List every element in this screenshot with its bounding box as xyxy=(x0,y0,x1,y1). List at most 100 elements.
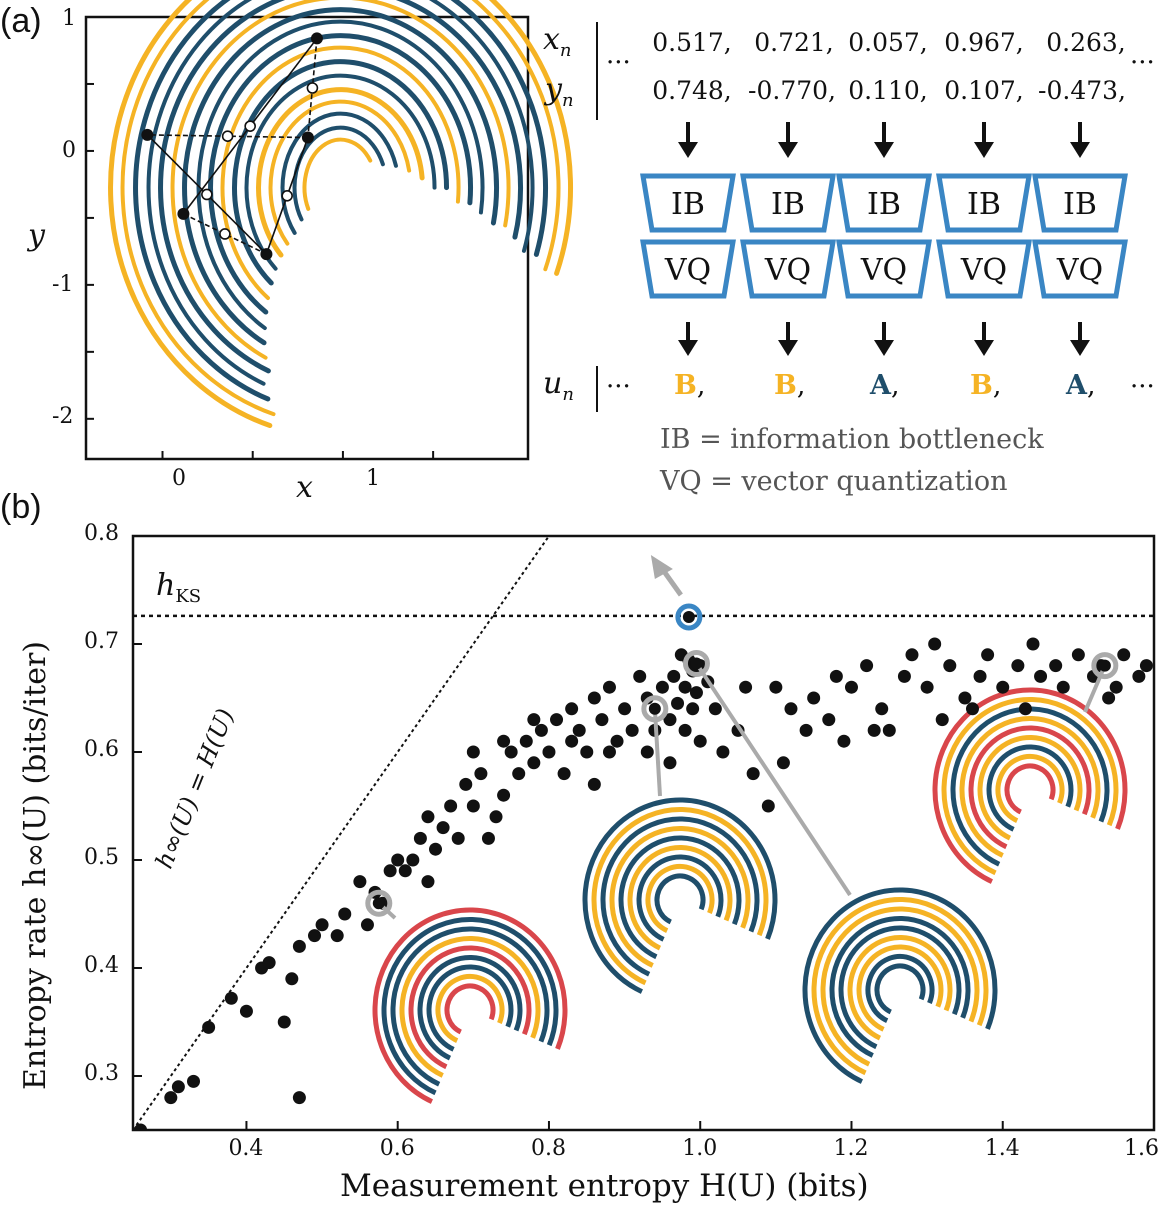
attractor-band xyxy=(133,0,548,402)
data-point xyxy=(682,653,696,667)
partition-inset-band xyxy=(654,873,706,925)
symbol-0: B, xyxy=(674,370,705,401)
symbol-letter: A xyxy=(1066,370,1087,401)
attractor-band xyxy=(120,0,561,417)
orbit-arrow-marker xyxy=(281,190,293,202)
partition-inset-band xyxy=(609,826,751,968)
seq-ellipsis-left: ··· xyxy=(606,48,631,78)
data-point xyxy=(383,864,397,878)
data-point xyxy=(421,810,435,824)
symbol-letter: A xyxy=(870,370,891,401)
data-point xyxy=(1094,659,1108,673)
data-point xyxy=(171,1080,185,1094)
data-point xyxy=(534,723,548,737)
data-point xyxy=(602,745,616,759)
seq-y-3: 0.107, xyxy=(944,76,1024,105)
data-point xyxy=(799,723,813,737)
orbit-point xyxy=(260,248,273,261)
data-point xyxy=(587,777,601,791)
seq-ellipsis-right: ··· xyxy=(1130,48,1155,78)
data-point xyxy=(1071,648,1085,662)
orbit-segment xyxy=(307,38,318,138)
data-point xyxy=(1109,680,1123,694)
partition-inset-band xyxy=(618,835,742,960)
data-point xyxy=(667,669,681,683)
highlight-arrow-head xyxy=(650,555,673,579)
data-point xyxy=(368,885,382,899)
attractor-band xyxy=(280,111,398,235)
symbol-4: A, xyxy=(1066,370,1096,401)
ib-block xyxy=(740,173,836,233)
attractor-ticks xyxy=(86,16,435,459)
partition-inset-band xyxy=(444,983,496,1035)
seq-y-2: 0.110, xyxy=(848,76,928,105)
vq-block-label: VQ xyxy=(764,253,811,288)
annotated-point xyxy=(372,897,385,910)
partition-inset-band xyxy=(874,963,926,1015)
highlight-point-ring xyxy=(675,603,703,631)
vq-block-label: VQ xyxy=(960,253,1007,288)
partition-inset-band xyxy=(856,944,944,1032)
data-point xyxy=(1086,669,1100,683)
data-point xyxy=(776,756,790,770)
data-point xyxy=(489,810,503,824)
partition-inset-band xyxy=(941,697,1119,876)
ib-block xyxy=(640,173,736,233)
data-point xyxy=(897,669,911,683)
data-point xyxy=(466,745,480,759)
data-point xyxy=(761,799,775,813)
attractor-band xyxy=(146,0,535,386)
data-point xyxy=(973,669,987,683)
attractor-band xyxy=(268,99,412,246)
data-point xyxy=(739,680,753,694)
attractor-band xyxy=(220,45,461,301)
partition-inset-band xyxy=(390,926,550,1087)
chart-frame xyxy=(131,534,1156,1132)
data-point xyxy=(595,713,609,727)
attractor-ytick-0: 0 xyxy=(62,138,76,163)
x-tick-label: 1.4 xyxy=(984,1136,1020,1161)
orbit-arrow-marker xyxy=(244,120,256,132)
data-point xyxy=(671,696,685,710)
data-point xyxy=(134,1123,148,1130)
seq-y-1: -0.770, xyxy=(748,76,836,105)
partition-inset-band xyxy=(399,936,541,1078)
data-point xyxy=(958,691,972,705)
data-point xyxy=(255,961,269,975)
seq-u-label: un xyxy=(543,366,574,405)
attractor-frame xyxy=(84,15,530,461)
data-point xyxy=(822,713,836,727)
symbol-separator: , xyxy=(696,370,706,401)
seq-x-0: 0.517, xyxy=(652,28,732,57)
flow-arrow-head xyxy=(678,142,698,158)
ib-block-label: IB xyxy=(1063,187,1097,222)
orbit-point xyxy=(177,207,190,220)
data-point xyxy=(527,756,541,770)
y-tick-label: 0.4 xyxy=(84,953,119,978)
partition-inset-band xyxy=(959,716,1101,858)
chart-annotations xyxy=(365,555,1119,920)
partition-inset-band xyxy=(820,906,980,1067)
data-point xyxy=(807,691,821,705)
attractor-band xyxy=(158,0,524,374)
partition-inset-band xyxy=(372,907,568,1104)
orbit-arrow-marker xyxy=(221,130,234,143)
symbol-separator: , xyxy=(1086,370,1096,401)
attractor-band xyxy=(208,33,473,315)
y-tick-label: 0.8 xyxy=(84,521,119,546)
data-point xyxy=(678,723,692,737)
data-point xyxy=(239,1004,253,1018)
ib-block-label: IB xyxy=(671,187,705,222)
partition-inset-band xyxy=(417,955,523,1061)
data-point xyxy=(655,680,669,694)
symbol-letter: B xyxy=(674,370,697,401)
attractor-band xyxy=(108,0,574,429)
orbit-segment xyxy=(265,137,309,255)
attractor-band xyxy=(292,125,385,222)
inset-pointer xyxy=(1083,664,1107,713)
flow-arrow-head xyxy=(874,142,894,158)
data-point xyxy=(572,723,586,737)
partition-inset-band xyxy=(1004,763,1056,815)
flow-arrow-head xyxy=(874,340,894,356)
data-point xyxy=(701,675,715,689)
